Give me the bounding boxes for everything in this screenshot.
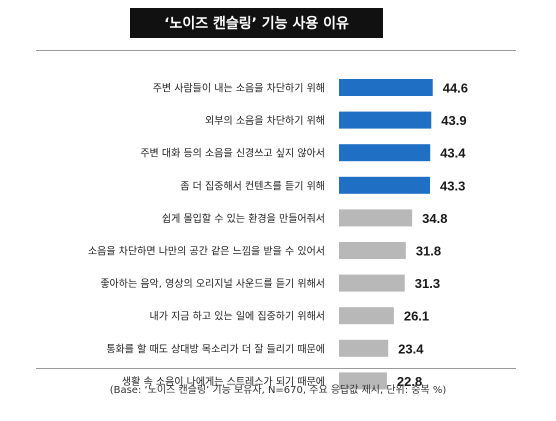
category-label-9: 통화를 할 때도 상대방 목소리가 더 잘 들리기 때문에	[106, 343, 325, 355]
value-label-2: 43.9	[441, 113, 466, 128]
category-label-10: 생활 속 소음이 나에게는 스트레스가 되기 때문에	[122, 375, 325, 388]
value-label-9: 23.4	[398, 341, 424, 356]
category-label-4: 좀 더 집중해서 컨텐츠를 듣기 위해	[180, 179, 325, 192]
bar-7	[339, 274, 405, 292]
bar-9	[339, 339, 389, 357]
value-label-7: 31.3	[415, 276, 440, 291]
value-label-4: 43.3	[440, 178, 465, 193]
category-label-2: 외부의 소음을 차단하기 위해	[205, 114, 325, 127]
top-divider	[36, 50, 516, 51]
value-label-1: 44.6	[443, 81, 468, 96]
value-label-5: 34.8	[422, 211, 447, 226]
category-label-1: 주변 사람들이 내는 소음을 차단하기 위해	[153, 82, 325, 95]
category-label-7: 좋아하는 음악, 영상의 오리지널 사운드를 듣기 위해서	[100, 277, 325, 290]
category-label-5: 쉽게 몰입할 수 있는 환경을 만들어줘서	[162, 212, 325, 225]
bar-1	[339, 79, 433, 96]
category-label-3: 주변 대화 등의 소음을 신경쓰고 싶지 않아서	[140, 147, 325, 160]
bar-5	[339, 209, 413, 227]
value-label-10: 22.8	[397, 374, 422, 389]
bar-2	[339, 111, 432, 129]
category-label-6: 소음을 차단하면 나만의 공간 같은 느낌을 받을 수 있어서	[88, 245, 325, 258]
bar-8	[339, 307, 394, 325]
bottom-divider	[36, 368, 516, 369]
bar-4	[339, 176, 430, 194]
value-label-8: 26.1	[404, 309, 429, 324]
chart-footnote: (Base: ‘노이즈 캔슬링’ 기능 보유자, N=670, 주요 응답값 제…	[109, 385, 447, 396]
bar-3	[339, 144, 431, 162]
category-label-8: 내가 지금 하고 있는 일에 집중하기 위해서	[150, 310, 325, 323]
value-label-6: 31.8	[416, 244, 441, 259]
value-label-3: 43.4	[440, 146, 466, 161]
chart-title: ‘노이즈 캔슬링’ 기능 사용 이유	[130, 8, 383, 38]
bar-10	[339, 372, 387, 390]
bar-6	[339, 242, 406, 259]
